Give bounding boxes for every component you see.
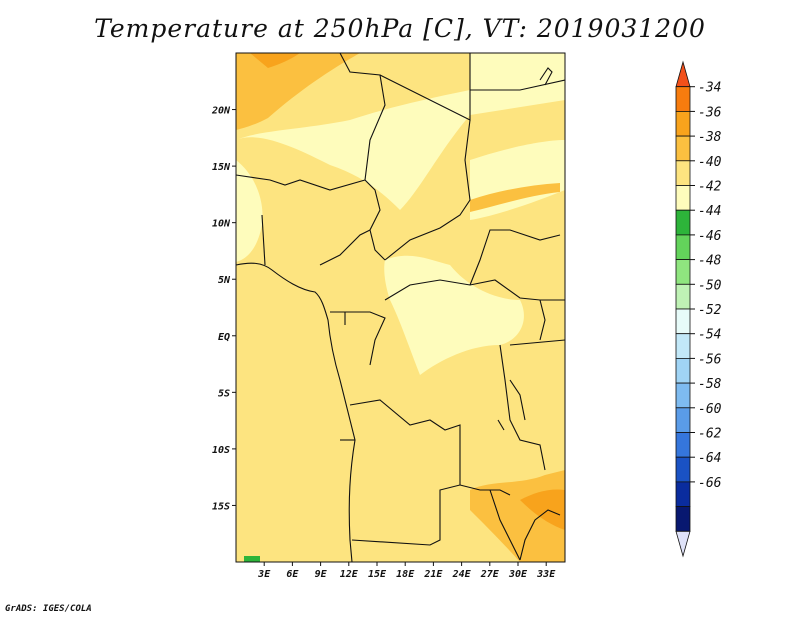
colorbar-segment [675, 432, 691, 458]
lon-tick-label: 24E [452, 569, 472, 580]
colorbar-segment [675, 259, 691, 285]
field-warm-nw [236, 53, 360, 130]
colorbar-label: -40 [698, 155, 722, 170]
lon-tick-label: 27E [480, 569, 500, 580]
colorbar-label: -66 [698, 476, 722, 491]
colorbar-segment [675, 111, 691, 137]
colorbar-label: -64 [698, 451, 721, 466]
colorbar-segment [675, 234, 691, 260]
colorbar-label: -48 [698, 254, 722, 269]
colorbar-label: -34 [698, 81, 721, 96]
field-warmer-se [520, 489, 565, 530]
lon-tick-label: 33E [536, 569, 556, 580]
map-title: Temperature at 250hPa [C], VT: 201903120… [94, 14, 706, 43]
longitude-axis: 3E 6E 9E 12E 15E 18E 21E 24E 27E 30E 33E [257, 562, 556, 580]
field-warmer-nw [250, 53, 300, 68]
colorbar-arrow-top [675, 60, 691, 88]
colorbar-label: -56 [698, 352, 722, 367]
colorbar-label: -38 [698, 130, 722, 145]
field-cold-corner [244, 556, 260, 562]
colorbar-label: -54 [698, 328, 721, 343]
lat-tick-label: 20N [211, 106, 231, 117]
lat-tick-label: EQ [218, 332, 230, 343]
colorbar-segment [675, 382, 691, 409]
lon-tick-label: 30E [508, 569, 528, 580]
colorbar-label: -50 [698, 278, 722, 293]
map-panel [236, 53, 565, 562]
lat-tick-label: 10S [212, 445, 230, 456]
colorbar-label: -60 [698, 402, 722, 417]
lon-tick-label: 21E [423, 569, 443, 580]
field-warm-east-strip [470, 183, 560, 212]
colorbar-label: -44 [698, 204, 721, 219]
colorbar-label: -42 [698, 180, 722, 195]
colorbar-segment [675, 135, 691, 162]
lon-tick-label: 9E [315, 569, 328, 580]
field-cold-north [236, 53, 565, 210]
colorbar-segment [675, 185, 691, 211]
lon-tick-label: 12E [340, 569, 359, 580]
colorbar-segment [675, 86, 691, 112]
colorbar-segment [675, 308, 691, 335]
colorbar-arrow-bottom [675, 530, 691, 558]
colorbar: -34 -36 -38 -40 -42 -44 -46 -48 -50 -52 -54 -56 -58 -… [675, 60, 722, 558]
colorbar-segment [675, 209, 691, 236]
colorbar-segment [675, 333, 691, 359]
lon-tick-label: 6E [286, 569, 299, 580]
map-frame [235, 52, 566, 563]
latitude-axis: 20N 15N 10N 5N EQ 5S 10S 15S [211, 106, 236, 512]
colorbar-segment [675, 160, 691, 186]
colorbar-segment [675, 407, 691, 433]
colorbar-label: -62 [698, 427, 722, 442]
lat-tick-label: 10N [212, 219, 231, 230]
lon-tick-label: 3E [257, 569, 271, 580]
lon-tick-label: 15E [368, 569, 387, 580]
lon-tick-label: 18E [396, 569, 415, 580]
lat-tick-label: 5N [218, 275, 231, 286]
lat-tick-label: 15S [212, 501, 230, 512]
colorbar-label: -36 [698, 105, 722, 120]
country-borders [236, 53, 565, 562]
colorbar-label: -52 [698, 303, 722, 318]
field-cold-central [384, 255, 524, 375]
lat-tick-label: 5S [218, 388, 230, 399]
footer-credit: GrADS: IGES/COLA [5, 604, 92, 614]
colorbar-label: -58 [698, 377, 722, 392]
colorbar-label: -46 [698, 229, 722, 244]
colorbar-segment [675, 506, 691, 532]
colorbar-segment [675, 481, 691, 507]
lat-tick-label: 15N [212, 162, 231, 173]
colorbar-segment [675, 456, 691, 483]
field-cold-west [236, 160, 263, 262]
colorbar-segment [675, 357, 691, 384]
colorbar-segment [675, 283, 691, 310]
